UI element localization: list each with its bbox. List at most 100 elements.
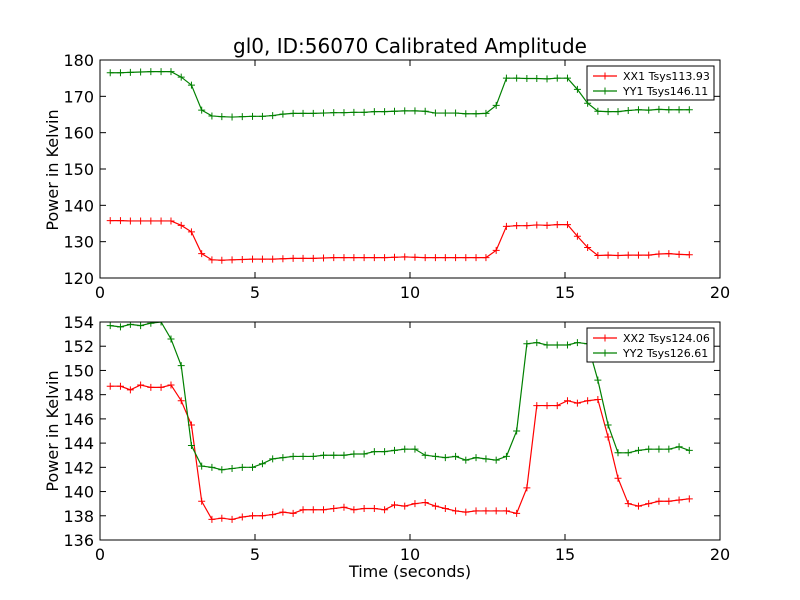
top-series-1-point (523, 222, 531, 230)
bottom-series-2-point (421, 451, 429, 459)
top-series-2-point (452, 109, 460, 117)
bottom-series-2-point (391, 446, 398, 454)
bottom-series-2-point (513, 427, 521, 435)
top-series-1-point (309, 254, 317, 262)
top-series-1-point (655, 250, 663, 258)
top-series-2-point (279, 110, 287, 118)
bottom-series-2-point (157, 322, 165, 326)
bottom-series-2-point (665, 445, 673, 453)
bottom-series-1-point (543, 402, 551, 410)
top-series-1-point (553, 221, 561, 229)
top-series-1-point (421, 254, 429, 262)
bottom-series-1-point (563, 397, 571, 405)
top-series-1-point (624, 251, 632, 259)
top-series-1-point (249, 255, 257, 263)
top-series-1-point (634, 251, 642, 259)
bottom-series-1-point (177, 397, 185, 405)
top-series-2-point (228, 113, 236, 121)
top-series-1-point (218, 256, 226, 264)
top-series-2-point (360, 108, 368, 116)
bottom-series-2-point (533, 339, 541, 347)
top-ytick-label: 150 (63, 160, 94, 179)
top-legend-label-2: YY1 Tsys146.11 (622, 85, 708, 98)
bottom-series-2-point (360, 450, 368, 458)
bottom-series-1-point (137, 381, 145, 389)
top-series-1-point (228, 256, 236, 264)
bottom-series-2-point (279, 454, 287, 462)
bottom-series-1-point (350, 506, 358, 514)
top-series-2-point (330, 109, 338, 117)
top-series-1-point (563, 221, 571, 229)
top-ytick-label: 140 (63, 196, 94, 215)
bottom-legend-marker-2 (601, 349, 609, 357)
top-series-1-point (360, 254, 368, 262)
bottom-series-2-point (401, 445, 409, 453)
top-series-1-point (482, 254, 490, 262)
bottom-series-1-point (228, 515, 236, 523)
top-series-1-point (431, 254, 439, 262)
bottom-series-2-point (238, 463, 246, 471)
top-series-2-point (299, 109, 307, 117)
bottom-series-2-point (147, 322, 155, 327)
top-series-2-point (685, 106, 693, 114)
bottom-series-1-point (258, 512, 266, 520)
bottom-series-1-point (634, 502, 642, 510)
bottom-series-1-point (431, 502, 439, 510)
top-series-2-point (198, 106, 206, 114)
top-series-1-point (411, 253, 419, 261)
bottom-series-1-point (147, 383, 155, 391)
top-series-2-point (238, 113, 246, 121)
top-legend-marker-2 (601, 87, 609, 95)
bottom-ytick-label: 142 (63, 458, 94, 477)
top-series-2-point (655, 105, 663, 113)
top-series-1-point (208, 256, 216, 264)
top-series-2-point (431, 109, 439, 117)
bottom-series-1-point (533, 402, 541, 410)
top-series-1-point (441, 254, 449, 262)
top-series-1-point (198, 250, 206, 258)
bottom-series-1-point (665, 497, 673, 505)
top-series-2-point (502, 74, 510, 82)
top-series-1-point (269, 255, 277, 263)
top-series-2-point (411, 107, 419, 115)
top-series-2-point (584, 99, 592, 107)
bottom-series-2-point (645, 445, 653, 453)
bottom-series-2-point (177, 362, 185, 370)
top-series-1-point (106, 217, 114, 225)
chart-title: gl0, ID:56070 Calibrated Amplitude (233, 34, 587, 58)
top-ytick-label: 170 (63, 87, 94, 106)
bottom-xtick-label: 0 (95, 545, 105, 564)
top-series-2-point (614, 108, 622, 116)
top-series-2-point (462, 110, 470, 118)
bottom-series-1-point (604, 433, 612, 441)
top-series-1-point (543, 221, 551, 229)
bottom-series-2-point (330, 451, 338, 459)
bottom-series-2-point (167, 335, 175, 343)
top-series-2-point (269, 112, 277, 120)
bottom-series-2-point (411, 445, 419, 453)
bottom-series-2-point (340, 451, 348, 459)
bottom-series-2-point (208, 463, 216, 471)
top-series-1-point (604, 251, 612, 259)
bottom-series-2-point (553, 341, 561, 349)
top-series-2-point (563, 74, 571, 82)
bottom-series-1-point (462, 508, 470, 516)
top-series-1-point (462, 254, 470, 262)
bottom-series-1-point (218, 514, 226, 522)
bottom-series-1-point (472, 507, 480, 515)
bottom-series-1-point (573, 399, 581, 407)
bottom-series-2-point (299, 452, 307, 460)
bottom-series-2-point (604, 421, 612, 429)
bottom-series-2-point (228, 465, 236, 473)
top-series-1-point (350, 254, 358, 262)
bottom-series-2-point (563, 341, 571, 349)
top-series-2-point (147, 68, 155, 76)
top-series-1-point (685, 251, 693, 259)
top-series-1-point (665, 250, 673, 258)
bottom-series-1-point (208, 515, 216, 523)
top-series-1-point (401, 253, 409, 261)
bottom-series-1-point (309, 506, 317, 514)
bottom-series-2-point (198, 462, 206, 470)
bottom-series-1-point (502, 507, 510, 515)
bottom-series-2-point (269, 455, 277, 463)
